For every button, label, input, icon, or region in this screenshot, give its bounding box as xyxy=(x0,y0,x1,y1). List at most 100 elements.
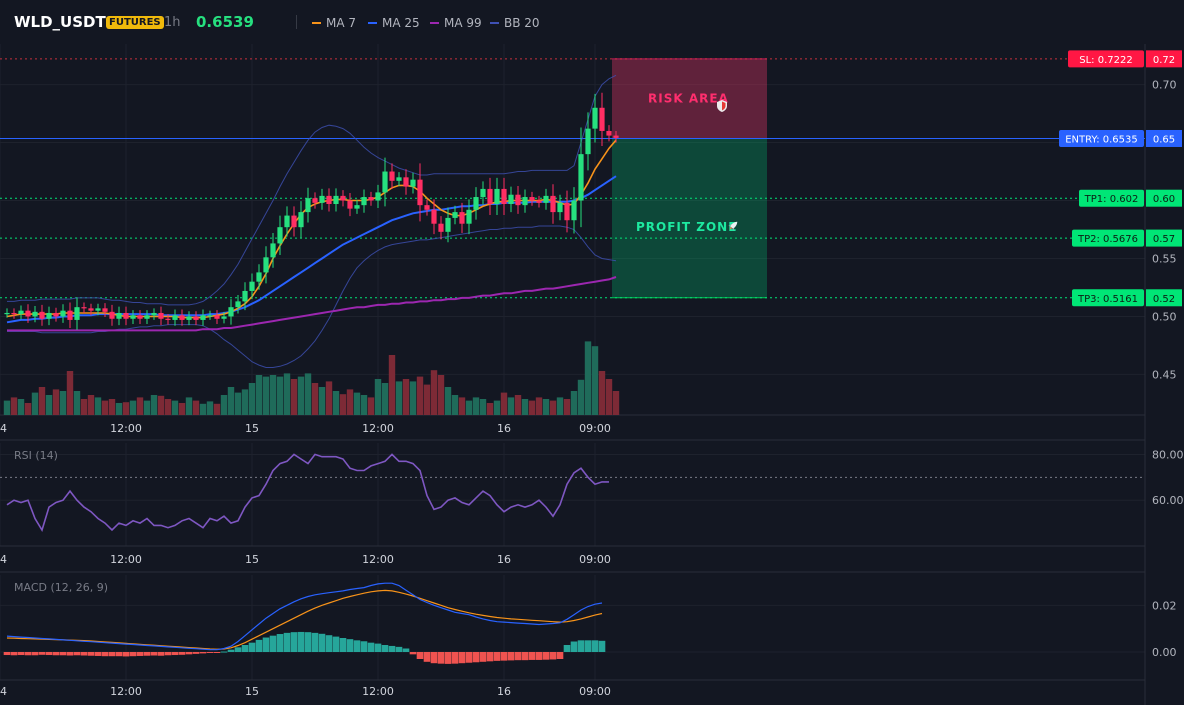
time-axis-label: 16 xyxy=(497,685,511,698)
axes: 0.45 0.50 0.55 0.60 0.65 0.70 60.00 80.00 0.00 0.… xyxy=(0,79,1184,698)
volume-bar xyxy=(451,395,459,415)
candle-body xyxy=(487,188,493,204)
time-axis-label: 16 xyxy=(497,553,511,566)
volume-bar xyxy=(213,403,221,415)
level-lines xyxy=(0,58,1145,299)
macd-axis-label: 0.00 xyxy=(1152,646,1177,659)
macd-histogram-bar xyxy=(3,652,11,656)
candle-body xyxy=(389,171,395,181)
macd-histogram-bar xyxy=(409,652,417,655)
legend-bb20[interactable]: BB 20 xyxy=(490,16,540,30)
volume-bar xyxy=(241,389,249,415)
candle-body xyxy=(382,171,388,193)
level-labels: SL: 0.7222 0.72 ENTRY: 0.6535 0.65 TP1: 0.60… xyxy=(1059,50,1182,307)
volume-bar xyxy=(108,399,116,415)
macd-title: MACD (12, 26, 9) xyxy=(14,581,108,594)
candle-body xyxy=(361,197,367,206)
macd-histogram-bar xyxy=(486,652,494,662)
macd-histogram-bar xyxy=(269,635,277,652)
candle-body xyxy=(102,308,108,312)
macd-histogram-bar xyxy=(563,645,571,652)
volume-bar xyxy=(346,389,354,415)
time-axis-label: 14 xyxy=(0,685,7,698)
rsi-line xyxy=(6,453,609,532)
volume-bar xyxy=(17,399,25,415)
macd-histogram-bar xyxy=(220,651,228,653)
volume-bar xyxy=(87,395,95,415)
volume-bar xyxy=(94,397,102,415)
candle-body xyxy=(123,312,129,319)
macd-histogram-bar xyxy=(122,652,130,657)
candle-body xyxy=(592,107,598,129)
header-divider xyxy=(296,15,297,29)
volume-bar xyxy=(136,397,144,415)
candles xyxy=(4,92,619,330)
volume-bar xyxy=(465,400,473,415)
candle-body xyxy=(431,209,437,224)
volume-bar xyxy=(409,381,417,415)
symbol-title[interactable]: WLD_USDT xyxy=(14,13,106,31)
macd-histogram-bar xyxy=(45,652,53,656)
volume-bar xyxy=(486,403,494,415)
macd-histogram-bar xyxy=(101,652,109,657)
macd-histogram-bar xyxy=(500,652,508,661)
candle-body xyxy=(81,307,87,309)
volume-bar xyxy=(31,392,39,415)
level-tag-sl: SL: 0.7222 xyxy=(1079,55,1132,66)
macd-histogram-bar xyxy=(171,652,179,656)
bb-lower-line xyxy=(7,225,617,368)
level-tag-sl-bg xyxy=(1068,50,1144,68)
candle-body xyxy=(39,311,45,319)
volume-bar xyxy=(444,387,452,415)
level-tag-entry-bg xyxy=(1059,129,1144,147)
timeframe-label[interactable]: 1h xyxy=(164,15,181,30)
candle-body xyxy=(109,311,115,319)
macd-histogram-bar xyxy=(241,645,249,652)
macd-histogram-bar xyxy=(297,631,305,652)
legend-ma25[interactable]: MA 25 xyxy=(368,16,420,30)
macd-histogram-bar xyxy=(66,652,74,656)
volume-bar xyxy=(570,391,578,415)
legend-ma7[interactable]: MA 7 xyxy=(312,16,356,30)
macd-histogram-bar xyxy=(17,652,25,656)
legend-ma99[interactable]: MA 99 xyxy=(430,16,482,30)
volume-bar xyxy=(423,384,431,415)
risk-area-label: RISK AREA xyxy=(648,92,729,106)
candle-body xyxy=(270,243,276,258)
macd-histogram-bar xyxy=(304,632,312,652)
rsi-axis-label: 60.00 xyxy=(1152,494,1184,507)
time-axis-label: 15 xyxy=(245,685,259,698)
volume-bar xyxy=(507,397,515,415)
volume-bar xyxy=(220,395,228,415)
candle-body xyxy=(613,135,619,138)
ma99-line xyxy=(7,276,617,332)
volume-bar xyxy=(612,391,620,415)
macd-histogram-bar xyxy=(360,641,368,652)
volume-bar xyxy=(38,387,46,415)
macd-histogram-bar xyxy=(381,645,389,652)
time-axis-label: 16 xyxy=(497,422,511,435)
volume-bar xyxy=(325,381,333,415)
shield-accent xyxy=(722,101,726,111)
axis-tag-sl: 0.72 xyxy=(1153,55,1175,66)
macd-histogram-bar xyxy=(213,652,221,653)
legend-ma7-label: MA 7 xyxy=(326,16,357,30)
axis-tag-tp3: 0.52 xyxy=(1153,294,1175,305)
candle-body xyxy=(466,209,472,224)
macd-histogram-bar xyxy=(339,638,347,652)
candle-body xyxy=(368,197,374,201)
time-axis-label: 12:00 xyxy=(110,553,142,566)
candle-body xyxy=(515,194,521,206)
candle-body xyxy=(585,128,591,155)
volume-bar xyxy=(129,400,137,415)
volume-bar xyxy=(458,397,466,415)
volume-bar xyxy=(178,403,186,415)
chart-header: WLD_USDT FUTURES 1h 0.6539 MA 7 MA 25 MA… xyxy=(0,0,1184,44)
candle-body xyxy=(200,315,206,320)
candle-body xyxy=(214,315,220,319)
volume-bar xyxy=(185,397,193,415)
macd-histogram-bar xyxy=(388,645,396,652)
volume-bar xyxy=(374,379,382,415)
shield-icon xyxy=(717,100,727,112)
